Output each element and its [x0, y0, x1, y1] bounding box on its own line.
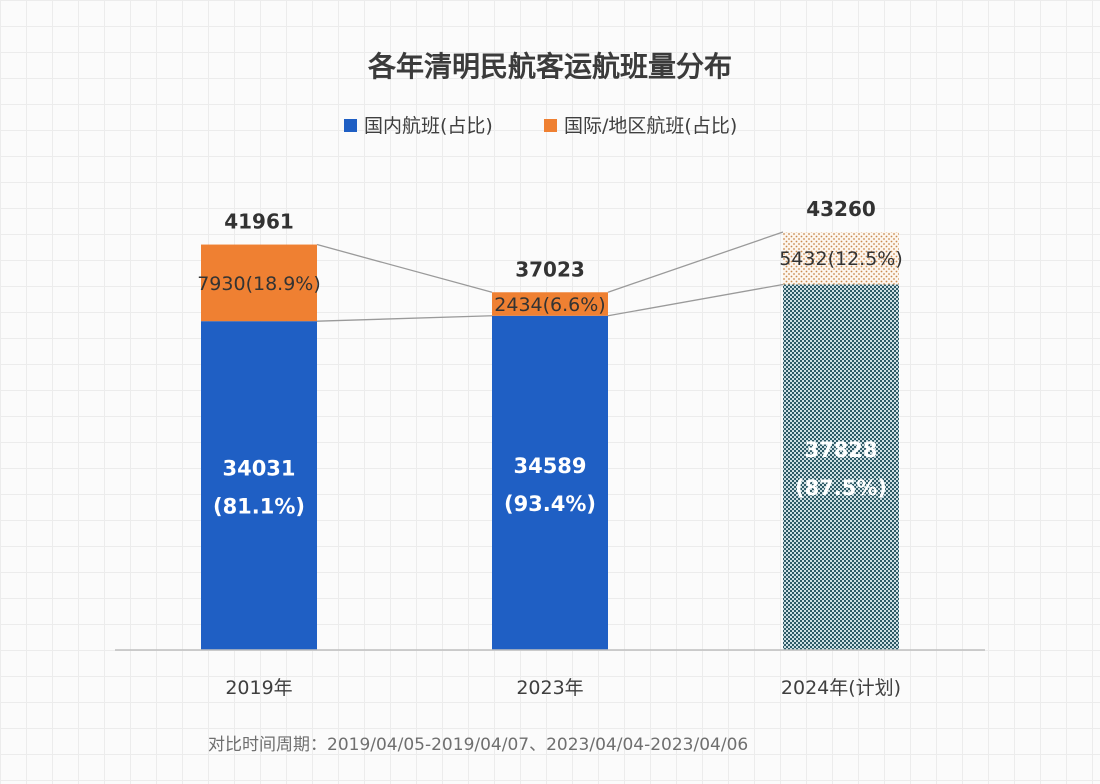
x-tick-label-1: 2023年	[516, 677, 583, 699]
international-label-2: 5432(12.5%)	[779, 248, 903, 270]
x-tick-label-2: 2024年(计划)	[781, 677, 901, 699]
footnote: 对比时间周期：2019/04/05-2019/04/07、2023/04/04-…	[208, 735, 748, 755]
total-label-2: 43260	[806, 197, 876, 221]
domestic-share-label-0: (81.1%)	[213, 495, 305, 519]
bar-domestic-0	[201, 321, 317, 650]
x-tick-label-0: 2019年	[225, 677, 292, 699]
data-labels: 41961 7930(18.9%) 34031 (81.1%) 2019年 37023 24…	[197, 197, 903, 699]
international-label-1: 2434(6.6%)	[494, 294, 605, 316]
domestic-share-label-1: (93.4%)	[504, 492, 596, 516]
domestic-share-label-2: (87.5%)	[795, 476, 887, 500]
domestic-value-label-1: 34589	[513, 454, 586, 478]
legend-label-domestic: 国内航班(占比)	[364, 115, 493, 137]
total-label-0: 41961	[224, 210, 294, 234]
bar-international-0	[201, 244, 317, 322]
bars	[201, 232, 899, 650]
legend-swatch-international	[544, 119, 557, 132]
connector-domestic-1	[607, 283, 784, 317]
connector-total-0	[316, 243, 493, 293]
bar-international-1	[492, 292, 608, 316]
chart-title: 各年清明民航客运航班量分布	[367, 50, 732, 83]
domestic-value-label-2: 37828	[804, 438, 877, 462]
legend-swatch-domestic	[344, 119, 357, 132]
international-label-0: 7930(18.9%)	[197, 273, 321, 295]
connector-domestic-0	[316, 315, 493, 322]
domestic-value-label-0: 34031	[222, 457, 295, 481]
connector-lines	[316, 231, 784, 322]
bar-domestic-1	[492, 315, 608, 650]
total-label-1: 37023	[515, 257, 585, 281]
connector-total-1	[607, 231, 784, 293]
legend-label-international: 国际/地区航班(占比)	[564, 115, 737, 137]
legend: 国内航班(占比) 国际/地区航班(占比)	[344, 115, 737, 137]
bar-domestic-2	[783, 284, 899, 650]
bar-international-2	[783, 232, 899, 285]
